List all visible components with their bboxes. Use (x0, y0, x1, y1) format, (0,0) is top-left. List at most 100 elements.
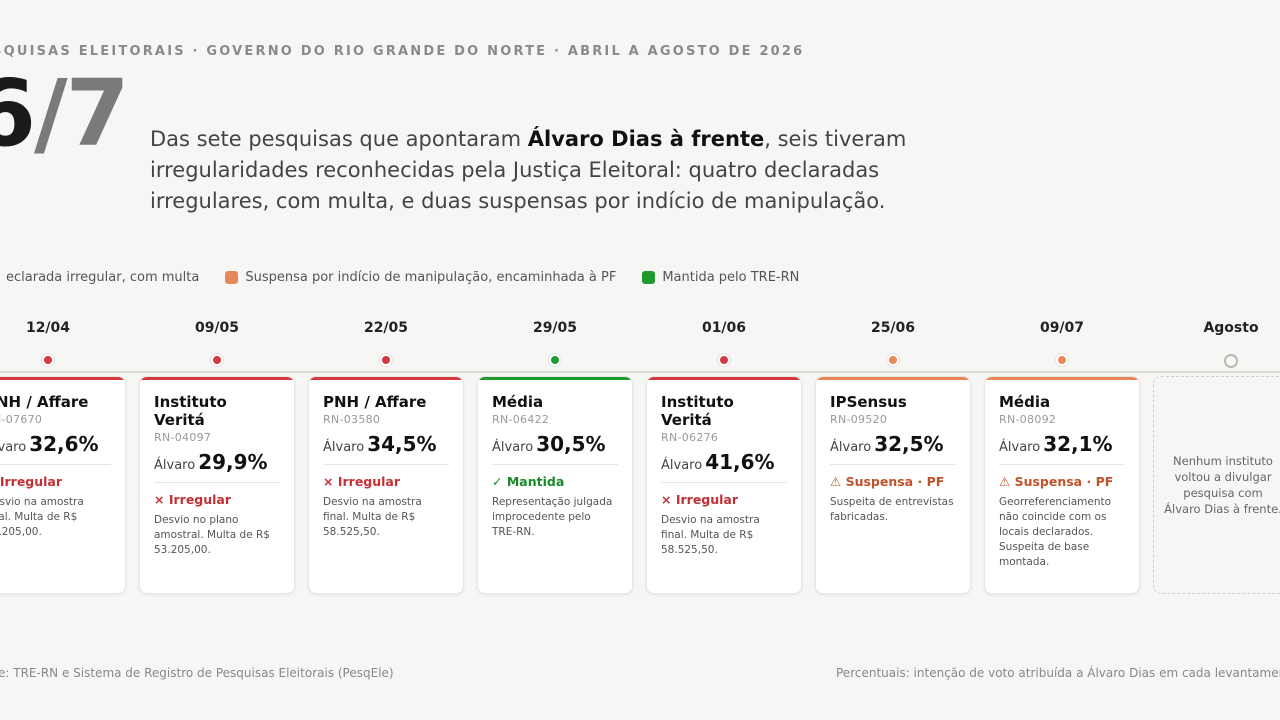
timeline-date: 25/06 (870, 320, 916, 336)
poll-card[interactable]: IPSensus RN-09520 Álvaro 32,5% ⚠ Suspensa · … (815, 376, 971, 594)
timeline-date: 09/05 (194, 320, 240, 336)
card-divider (661, 482, 787, 483)
timeline-dot-empty (1224, 354, 1238, 368)
lead-text-1: Das sete pesquisas que apontaram (150, 127, 528, 151)
warning-icon: ⚠ (999, 474, 1011, 489)
legend-swatch-mantida (642, 271, 656, 284)
vote-percent: 32,6% (29, 432, 99, 456)
timeline-date: 09/07 (1039, 320, 1085, 336)
registration-code: RN-06422 (492, 413, 550, 426)
poll-card[interactable]: Instituto Veritá RN-04097 Álvaro 29,9% × Irr… (139, 376, 295, 594)
card-status-bar (0, 377, 125, 380)
timeline-dot (211, 354, 223, 366)
timeline-date: 12/04 (25, 320, 71, 336)
card-status-bar (647, 377, 801, 380)
headline-ratio: 6/7 (0, 68, 130, 160)
registration-code: RN-07670 (0, 413, 43, 426)
status-badge: ⚠ Suspensa · PF (830, 474, 956, 489)
status-description: Desvio na amostra final. Multa de R$ 53.… (0, 496, 84, 538)
vote-percent: 32,1% (1043, 432, 1113, 456)
status-description: Suspeita de entrevistas fabricadas. (830, 496, 954, 523)
card-status-bar (140, 377, 294, 380)
vote-percent: 34,5% (367, 432, 437, 456)
timeline-column: 01/06 Instituto Veritá RN-06276 Álvaro 41,6%… (646, 320, 802, 594)
timeline-column: 09/07 Média RN-08092 Álvaro 32,1% ⚠ Suspensa … (984, 320, 1140, 594)
status-badge: × Irregular (661, 492, 787, 507)
ratio-numerator: 6 (0, 60, 36, 167)
timeline-date: 22/05 (363, 320, 409, 336)
institute-name: IPSensus (830, 393, 907, 411)
legend-label: Mantida pelo TRE-RN (662, 270, 800, 285)
poll-card[interactable]: Média RN-06422 Álvaro 30,5% ✓ Mantida Represe… (477, 376, 633, 594)
timeline-column: 29/05 Média RN-06422 Álvaro 30,5% ✓ Mantida Re… (477, 320, 633, 594)
cross-icon: × (661, 492, 672, 507)
status-label: Mantida (506, 474, 565, 489)
card-divider (154, 482, 280, 483)
status-label: Suspensa · PF (1014, 474, 1114, 489)
timeline-date: 29/05 (532, 320, 578, 336)
eyebrow-title: SQUISAS ELEITORAIS · GOVERNO DO RIO GRAN… (0, 44, 805, 59)
status-badge: ✓ Mantida (492, 474, 618, 489)
vote-share: Álvaro 32,1% (999, 432, 1125, 456)
candidate-name: Álvaro (323, 440, 365, 455)
timeline-dot (887, 354, 899, 366)
card-divider (492, 464, 618, 465)
warning-icon: ⚠ (830, 474, 842, 489)
card-status-bar (985, 377, 1139, 380)
status-label: Irregular (337, 474, 401, 489)
institute-name: Instituto Veritá (154, 393, 227, 429)
candidate-name: Álvaro (0, 440, 27, 455)
lead-paragraph: Das sete pesquisas que apontaram Álvaro … (150, 124, 950, 217)
candidate-name: Álvaro (492, 440, 534, 455)
card-status-bar (816, 377, 970, 380)
timeline-dot (1056, 354, 1068, 366)
status-description: Representação julgada improcedente pelo … (492, 496, 613, 538)
lead-highlight: Álvaro Dias à frente (527, 127, 765, 151)
status-label: Irregular (675, 492, 739, 507)
vote-share: Álvaro 30,5% (492, 432, 618, 456)
status-description: Desvio na amostra final. Multa de R$ 58.… (323, 496, 422, 538)
registration-code: RN-06276 (661, 431, 719, 444)
legend-label: eclarada irregular, com multa (6, 270, 200, 285)
timeline-dot (380, 354, 392, 366)
timeline-dot (549, 354, 561, 366)
lead-text-2: , seis tiveram irregularidades reconheci… (150, 127, 907, 213)
future-card: Nenhum instituto voltou a divulgar pesqu… (1153, 376, 1280, 594)
institute-name: Média (999, 393, 1051, 411)
candidate-name: Álvaro (999, 440, 1041, 455)
poll-card[interactable]: Instituto Veritá RN-06276 Álvaro 41,6% × Irr… (646, 376, 802, 594)
registration-code: RN-04097 (154, 431, 212, 444)
card-divider (999, 464, 1125, 465)
timeline-column: 09/05 Instituto Veritá RN-04097 Álvaro 29,9%… (139, 320, 295, 594)
institute-name: PNH / Affare (0, 393, 89, 411)
ratio-denominator: /7 (34, 60, 130, 167)
vote-share: Álvaro 32,5% (830, 432, 956, 456)
poll-card[interactable]: Média RN-08092 Álvaro 32,1% ⚠ Suspensa · PF G… (984, 376, 1140, 594)
status-label: Irregular (168, 492, 232, 507)
status-badge: ⚠ Suspensa · PF (999, 474, 1125, 489)
card-divider (830, 464, 956, 465)
candidate-name: Álvaro (830, 440, 872, 455)
status-badge: × Irregular (0, 474, 111, 489)
status-badge: × Irregular (154, 492, 280, 507)
registration-code: RN-09520 (830, 413, 888, 426)
percent-note: Percentuais: intenção de voto atribuída … (836, 666, 1280, 680)
legend-item-suspensa: Suspensa por indício de manipulação, enc… (225, 270, 616, 285)
card-divider (323, 464, 449, 465)
poll-card[interactable]: PNH / Affare RN-03580 Álvaro 34,5% × Irregul… (308, 376, 464, 594)
card-status-bar (478, 377, 632, 380)
status-label: Suspensa · PF (845, 474, 945, 489)
candidate-name: Álvaro (154, 458, 196, 473)
status-description: Desvio na amostra final. Multa de R$ 58.… (661, 514, 760, 556)
vote-share: Álvaro 41,6% (661, 450, 787, 474)
vote-percent: 29,9% (198, 450, 268, 474)
timeline-date: 01/06 (701, 320, 747, 336)
timeline-axis (0, 371, 1280, 373)
status-description: Desvio no plano amostral. Multa de R$ 53… (154, 514, 270, 556)
future-note: Nenhum instituto voltou a divulgar pesqu… (1164, 454, 1280, 516)
vote-share: Álvaro 34,5% (323, 432, 449, 456)
vote-percent: 41,6% (705, 450, 775, 474)
status-badge: × Irregular (323, 474, 449, 489)
